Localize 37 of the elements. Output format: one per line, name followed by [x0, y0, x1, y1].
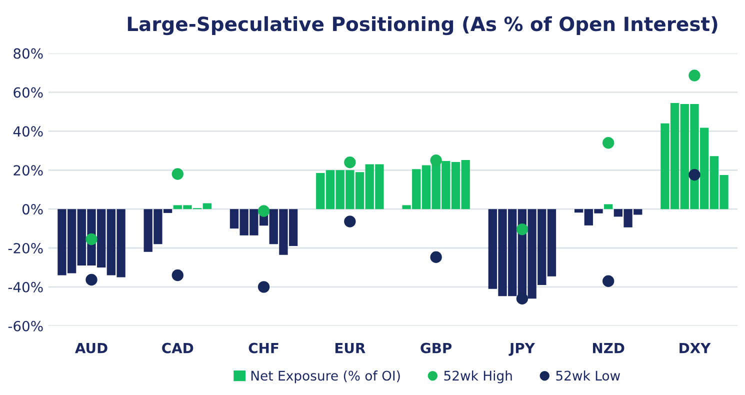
point [430, 251, 442, 263]
point [344, 216, 356, 228]
legend-label: 52wk Low [556, 370, 620, 381]
y-tick-label: 40% [13, 126, 43, 137]
y-tick-label: -20% [8, 242, 43, 254]
y-tick-label: -60% [8, 320, 43, 332]
y-tick-label: 20% [14, 165, 43, 176]
legend-label: 52wk High [444, 370, 512, 384]
point [516, 223, 528, 236]
point [172, 168, 184, 180]
point [430, 154, 442, 166]
point [602, 275, 614, 287]
point [344, 156, 356, 168]
x-tick-label: DXY [680, 342, 711, 354]
point [688, 70, 700, 82]
point [602, 137, 614, 149]
y-tick-label: -40% [8, 282, 43, 292]
x-tick-label: GBP [420, 342, 452, 354]
legend-label: Net Exposure (% of OI) [251, 370, 400, 384]
x-tick-label: AUD [75, 342, 108, 354]
point [258, 281, 270, 293]
point [688, 168, 700, 181]
y-tick-label: 0% [22, 204, 43, 215]
x-tick-label: EUR [335, 342, 366, 354]
point [258, 205, 270, 217]
chart-title: Large-Speculative Positioning (As % of Open Interest) [128, 16, 718, 36]
x-tick-label: JPY [508, 342, 536, 356]
point [516, 292, 528, 304]
bar [604, 204, 613, 210]
x-tick-label: NZD [593, 342, 624, 354]
y-tick-label: 80% [14, 48, 43, 59]
point [86, 274, 98, 286]
y-tick-label: 60% [14, 87, 43, 98]
point [172, 269, 184, 282]
x-tick-label: CAD [162, 342, 194, 354]
x-tick-label: CHF [248, 342, 278, 354]
point [86, 233, 98, 246]
